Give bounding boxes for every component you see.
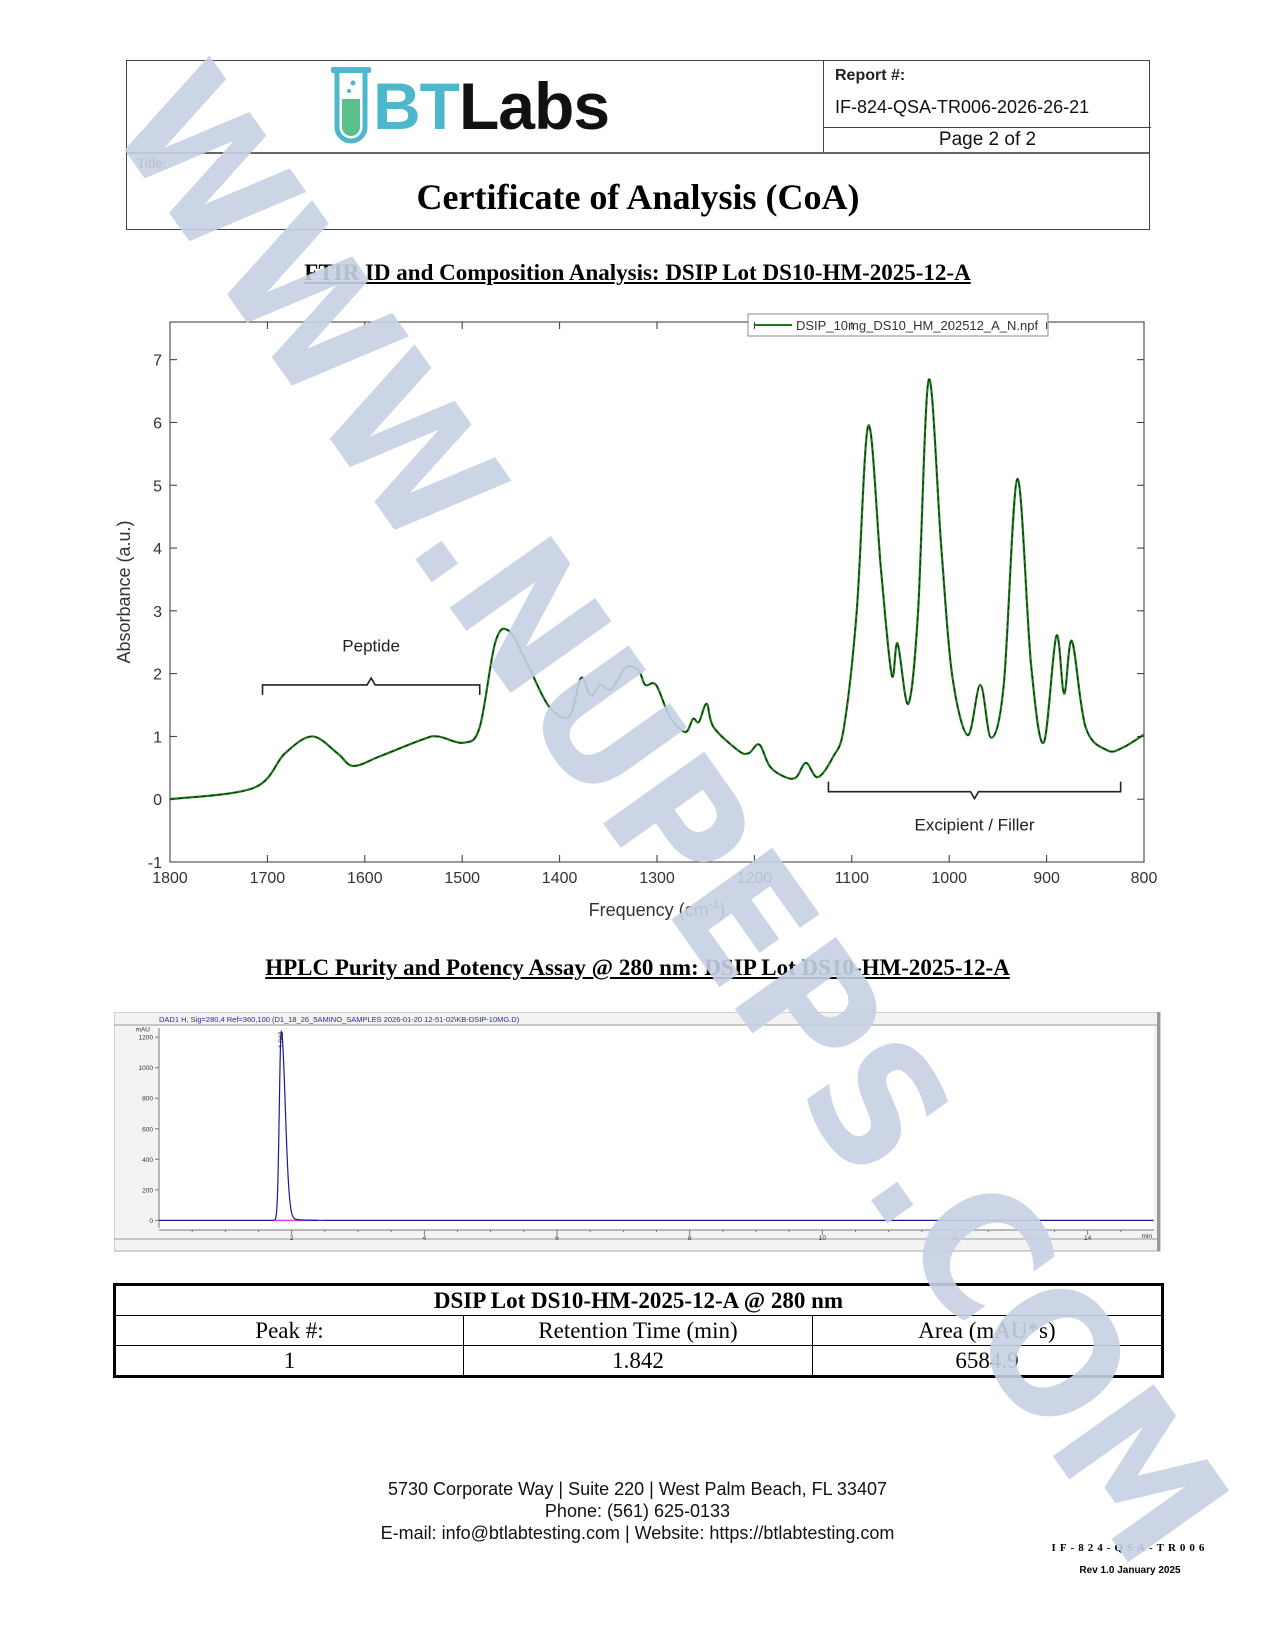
x-tick-label: 12 [951,1235,959,1242]
x-tick-label: 1100 [835,870,870,887]
table-caption: DSIP Lot DS10-HM-2025-12-A @ 280 nm [114,1284,1163,1316]
chromatogram-title: DAD1 H, Sig=280,4 Ref=360,100 (D1_18_26_… [159,1015,520,1024]
legend-label: DSIP_10mg_DS10_HM_202512_A_N.npf [796,318,1038,333]
y-tick-label: 4 [153,541,162,558]
plot-frame [169,321,1145,863]
ftir-chart: Absorbance (a.u.) Frequency (cm-1) DSIP_… [114,313,1158,920]
x-tick-label: 2 [290,1235,294,1242]
peak-area: 6584.9 [811,1345,1164,1377]
x-tick-label: 1000 [931,870,967,887]
title-label: Title: [137,155,167,171]
x-axis-unit: min [1142,1233,1153,1240]
x-tick-label: 900 [1033,870,1060,887]
revision: Rev 1.0 January 2025 [1079,1565,1181,1576]
x-tick-label: 800 [1131,870,1158,887]
y-axis-label: Absorbance (a.u.) [114,520,134,663]
x-tick-label: 1200 [737,870,773,887]
x-tick-label: 8 [688,1235,692,1242]
peak-number: 1 [114,1345,464,1377]
hplc-chromatogram: DAD1 H, Sig=280,4 Ref=360,100 (D1_18_26_… [114,1012,1161,1252]
y-tick-label: 800 [142,1096,153,1103]
hplc-section-title: HPLC Purity and Potency Assay @ 280 nm: … [265,955,1010,980]
y-tick-label: 0 [149,1218,153,1225]
x-tick-label: 1700 [250,870,286,887]
ftir-section-title: FTIR ID and Composition Analysis: DSIP L… [304,260,971,285]
spectrum-overlay-line [169,379,1145,800]
y-tick-label: 7 [153,353,162,370]
y-tick-label: 1200 [139,1035,154,1042]
x-tick-label: 14 [1084,1235,1092,1242]
x-tick-label: 1300 [639,870,675,887]
table-header-row: Peak #: Retention Time (min) Area (mAU*s… [114,1315,1164,1346]
btlabs-logo: BT Labs [329,65,610,147]
column-header: Area (mAU*s) [811,1315,1164,1346]
page-number: Page 2 of 2 [938,129,1037,150]
chromatogram-trace [159,1030,1154,1221]
x-tick-label: 10 [819,1235,827,1242]
document-header: BT Labs Report #: IF-824-QSA-TR006-2026-2… [126,60,1151,230]
document-title: Certificate of Analysis (CoA) [416,177,860,217]
chart-legend: DSIP_10mg_DS10_HM_202512_A_N.npf [747,313,1049,337]
y-tick-label: 3 [153,604,162,621]
annotation-bracket [827,781,1122,801]
x-tick-label: 1800 [152,870,188,887]
footer-address: 5730 Corporate Way | Suite 220 | West Pa… [388,1479,887,1499]
y-tick-label: 1000 [139,1065,154,1072]
y-tick-label: 600 [142,1126,153,1133]
report-label: Report #: [835,67,906,84]
table-row: 1 1.842 6584.9 [114,1345,1164,1377]
y-tick-label: 2 [153,667,162,684]
column-header: Retention Time (min) [462,1315,813,1346]
footer-contact: E-mail: info@btlabtesting.com | Website:… [380,1523,895,1543]
y-tick-label: 400 [142,1157,153,1164]
y-tick-label: 0 [153,792,162,809]
footer-phone: Phone: (561) 625-0133 [544,1501,731,1521]
retention-time: 1.842 [462,1345,813,1377]
form-code: IF-824-QSA-TR006 [1051,1542,1209,1554]
x-tick-label: 4 [423,1235,427,1242]
y-tick-label: 200 [142,1187,153,1194]
peak-label: 1.842 [278,1031,285,1048]
column-header: Peak #: [114,1315,464,1346]
x-tick-label: 1600 [347,870,383,887]
y-tick-label: 5 [153,478,162,495]
divider [127,152,1149,154]
x-tick-label: 6 [555,1235,559,1242]
annotation-peptide: Peptide [342,636,400,655]
report-number: IF-824-QSA-TR006-2026-26-21 [835,97,1090,117]
x-axis-label: Frequency (cm-1) [589,897,726,920]
spectrum-line [169,378,1145,801]
x-tick-label: 1500 [444,870,480,887]
y-tick-label: 1 [153,729,162,746]
y-axis-unit: mAU [136,1027,151,1034]
logo-bt: BT [373,69,460,143]
test-tube-icon [331,67,371,144]
logo-labs: Labs [458,69,610,143]
divider [823,61,824,152]
annotation-excipient-filler: Excipient / Filler [915,815,1035,834]
y-tick-label: 6 [153,415,162,432]
annotation-bracket [261,676,481,695]
x-tick-label: 1400 [542,870,578,887]
divider [823,127,1151,128]
results-table: DSIP Lot DS10-HM-2025-12-A @ 280 nm Peak… [113,1283,1164,1378]
y-tick-label: -1 [148,855,162,872]
